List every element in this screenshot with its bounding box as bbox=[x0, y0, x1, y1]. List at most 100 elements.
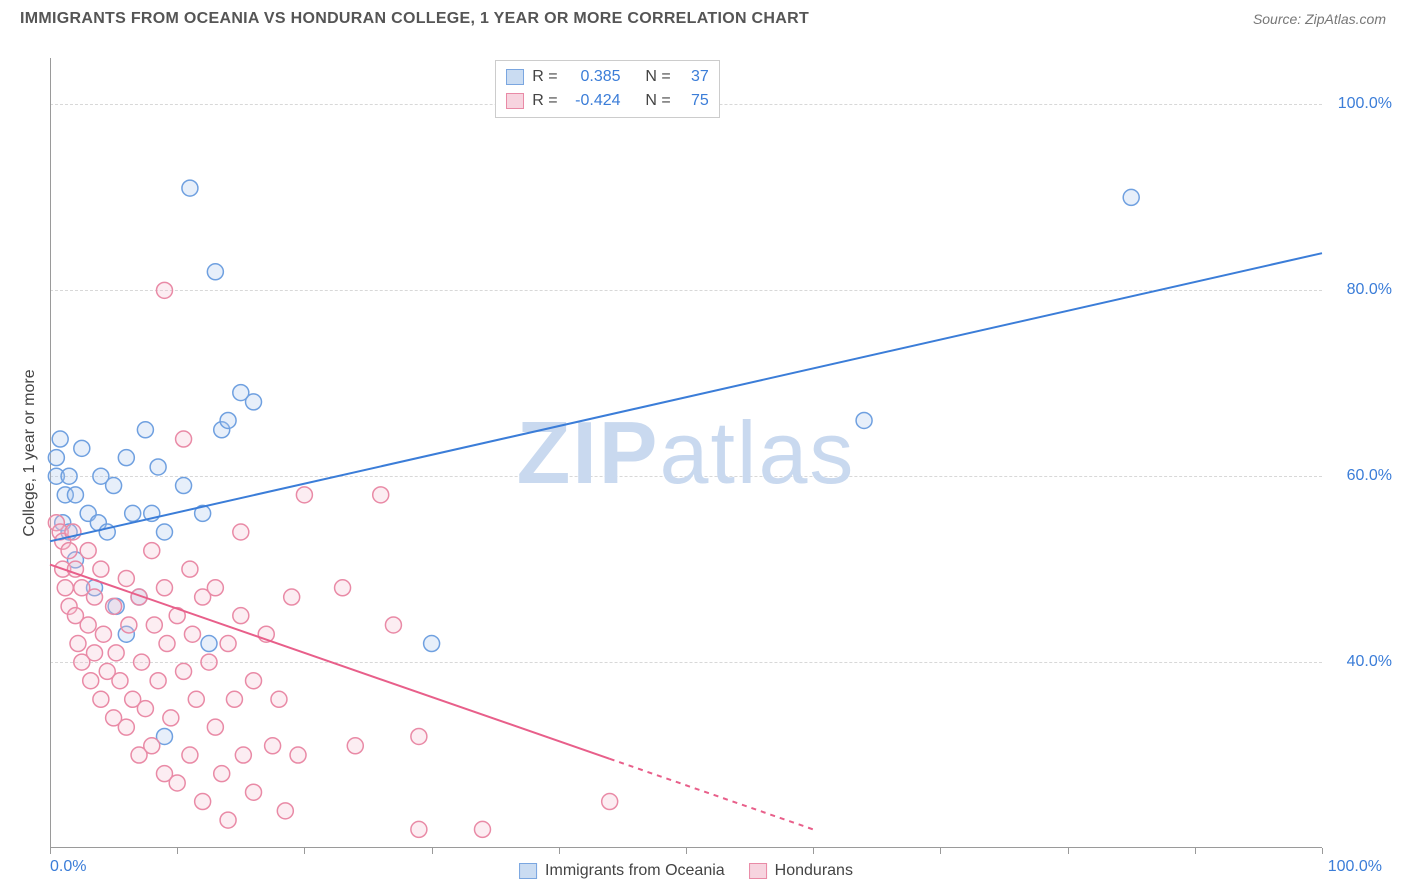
legend-r-value: -0.424 bbox=[566, 89, 621, 113]
scatter-point bbox=[265, 738, 281, 754]
scatter-point bbox=[108, 645, 124, 661]
legend-r-label: R = bbox=[532, 65, 557, 89]
scatter-point bbox=[188, 691, 204, 707]
scatter-point bbox=[373, 487, 389, 503]
scatter-point bbox=[144, 738, 160, 754]
x-tick bbox=[50, 848, 51, 854]
scatter-point bbox=[156, 282, 172, 298]
scatter-point bbox=[233, 524, 249, 540]
scatter-point bbox=[93, 561, 109, 577]
scatter-point bbox=[235, 747, 251, 763]
scatter-point bbox=[201, 636, 217, 652]
legend-swatch bbox=[519, 863, 537, 879]
scatter-point bbox=[474, 821, 490, 837]
scatter-point bbox=[106, 598, 122, 614]
scatter-point bbox=[411, 728, 427, 744]
y-axis-label: College, 1 year or more bbox=[21, 369, 39, 536]
legend-n-value: 75 bbox=[679, 89, 709, 113]
legend-stats-row: R =0.385 N =37 bbox=[506, 65, 709, 89]
legend-r-label: R = bbox=[532, 89, 557, 113]
scatter-point bbox=[207, 264, 223, 280]
scatter-point bbox=[118, 570, 134, 586]
y-tick-label: 40.0% bbox=[1347, 653, 1392, 671]
x-tick bbox=[686, 848, 687, 854]
scatter-point bbox=[80, 617, 96, 633]
x-tick bbox=[304, 848, 305, 854]
scatter-point bbox=[856, 412, 872, 428]
legend-series-name: Immigrants from Oceania bbox=[545, 862, 725, 880]
scatter-point bbox=[125, 505, 141, 521]
x-tick bbox=[813, 848, 814, 854]
scatter-point bbox=[87, 645, 103, 661]
scatter-point bbox=[74, 440, 90, 456]
scatter-point bbox=[169, 775, 185, 791]
scatter-point bbox=[121, 617, 137, 633]
scatter-point bbox=[150, 673, 166, 689]
scatter-point bbox=[411, 821, 427, 837]
x-tick bbox=[1068, 848, 1069, 854]
scatter-point bbox=[182, 747, 198, 763]
scatter-point bbox=[137, 701, 153, 717]
x-tick bbox=[1195, 848, 1196, 854]
scatter-point bbox=[70, 636, 86, 652]
chart-header: IMMIGRANTS FROM OCEANIA VS HONDURAN COLL… bbox=[0, 0, 1406, 36]
x-tick bbox=[940, 848, 941, 854]
scatter-point bbox=[112, 673, 128, 689]
scatter-point bbox=[246, 784, 262, 800]
scatter-point bbox=[296, 487, 312, 503]
scatter-point bbox=[67, 487, 83, 503]
x-tick-label: 100.0% bbox=[1328, 858, 1382, 876]
legend-n-label: N = bbox=[645, 89, 670, 113]
scatter-point bbox=[220, 636, 236, 652]
scatter-point bbox=[176, 478, 192, 494]
legend-swatch bbox=[506, 69, 524, 85]
scatter-point bbox=[95, 626, 111, 642]
x-tick bbox=[177, 848, 178, 854]
scatter-point bbox=[137, 422, 153, 438]
scatter-point bbox=[48, 450, 64, 466]
scatter-point bbox=[176, 431, 192, 447]
scatter-point bbox=[93, 691, 109, 707]
scatter-point bbox=[52, 431, 68, 447]
scatter-point bbox=[159, 636, 175, 652]
scatter-point bbox=[57, 580, 73, 596]
x-tick-label: 0.0% bbox=[50, 858, 86, 876]
legend-stats-box: R =0.385 N =37R =-0.424 N =75 bbox=[495, 60, 720, 118]
legend-series-name: Hondurans bbox=[775, 862, 853, 880]
scatter-point bbox=[207, 580, 223, 596]
scatter-point bbox=[277, 803, 293, 819]
scatter-point bbox=[176, 663, 192, 679]
legend-swatch bbox=[749, 863, 767, 879]
scatter-point bbox=[347, 738, 363, 754]
scatter-point bbox=[233, 608, 249, 624]
scatter-point bbox=[106, 478, 122, 494]
scatter-point bbox=[246, 394, 262, 410]
y-tick-label: 60.0% bbox=[1347, 467, 1392, 485]
scatter-point bbox=[118, 719, 134, 735]
scatter-point bbox=[385, 617, 401, 633]
scatter-point bbox=[182, 561, 198, 577]
scatter-point bbox=[61, 543, 77, 559]
y-tick-label: 100.0% bbox=[1338, 95, 1392, 113]
scatter-point bbox=[246, 673, 262, 689]
scatter-point bbox=[195, 794, 211, 810]
x-tick bbox=[432, 848, 433, 854]
scatter-point bbox=[184, 626, 200, 642]
scatter-point bbox=[163, 710, 179, 726]
chart-source: Source: ZipAtlas.com bbox=[1253, 11, 1386, 27]
chart-title: IMMIGRANTS FROM OCEANIA VS HONDURAN COLL… bbox=[20, 10, 809, 28]
legend-item: Hondurans bbox=[749, 862, 853, 880]
scatter-point bbox=[284, 589, 300, 605]
scatter-point bbox=[226, 691, 242, 707]
scatter-point bbox=[201, 654, 217, 670]
scatter-point bbox=[290, 747, 306, 763]
scatter-point bbox=[214, 766, 230, 782]
scatter-point bbox=[602, 794, 618, 810]
legend-swatch bbox=[506, 93, 524, 109]
correlation-scatter-chart: College, 1 year or more 40.0%60.0%80.0%1… bbox=[50, 58, 1322, 848]
scatter-point bbox=[156, 524, 172, 540]
scatter-point bbox=[134, 654, 150, 670]
legend-r-value: 0.385 bbox=[566, 65, 621, 89]
trend-line-extrapolated bbox=[610, 759, 814, 830]
legend-n-label: N = bbox=[645, 65, 670, 89]
